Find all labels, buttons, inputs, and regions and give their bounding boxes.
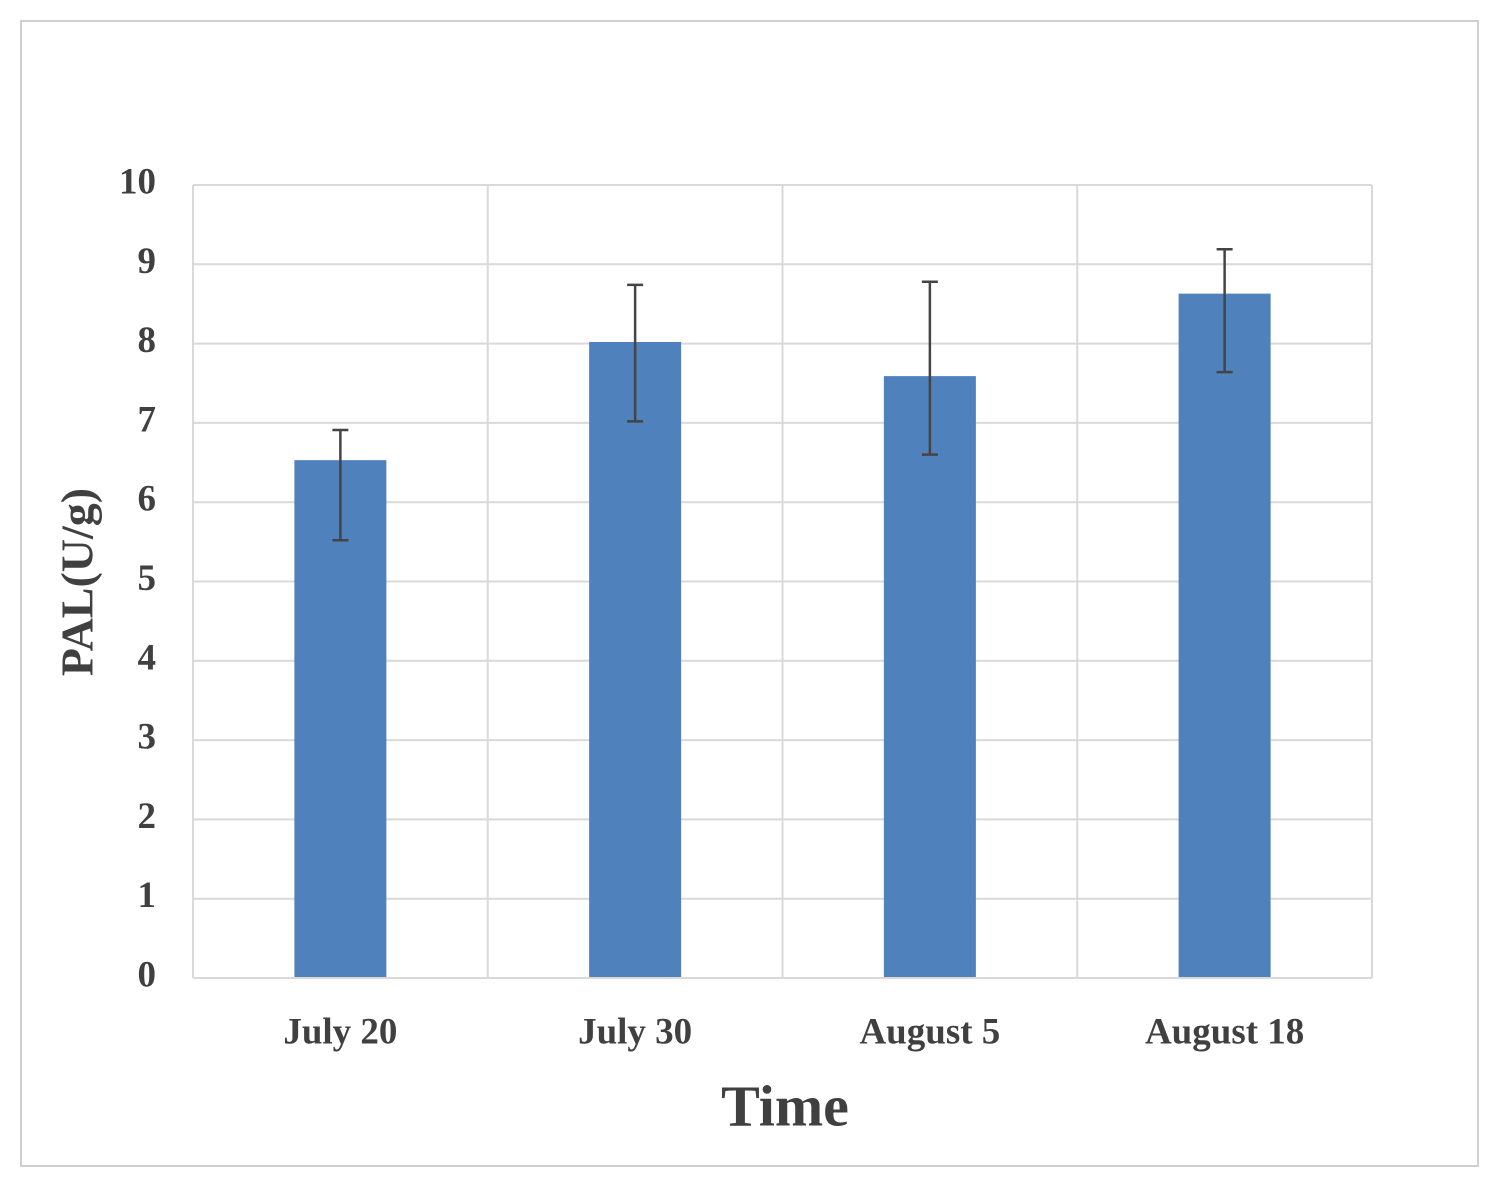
y-tick-label: 5 [138, 558, 157, 599]
x-tick-label: July 30 [578, 1011, 692, 1052]
y-tick-label: 4 [138, 637, 157, 678]
x-axis-title: Time [721, 1073, 849, 1138]
x-tick-label: August 18 [1145, 1011, 1304, 1052]
y-tick-label: 10 [119, 161, 156, 202]
x-tick-label: July 20 [283, 1011, 397, 1052]
y-tick-label: 7 [138, 399, 157, 440]
error-bar [332, 428, 349, 542]
error-bar [627, 283, 644, 423]
y-tick-label: 6 [138, 479, 157, 520]
y-tick-label: 0 [138, 954, 157, 995]
y-tick-label: 9 [138, 241, 157, 282]
bar [883, 376, 976, 978]
y-tick-label: 3 [138, 717, 157, 758]
bar [589, 342, 682, 978]
y-tick-label: 1 [138, 875, 157, 916]
bar [1178, 293, 1271, 978]
y-axis-title: PAL(U/g) [52, 488, 103, 676]
bar [294, 460, 387, 978]
error-bar [921, 280, 938, 456]
error-bar [1216, 247, 1233, 374]
y-tick-label: 2 [138, 796, 157, 837]
x-tick-label: August 5 [859, 1011, 1000, 1052]
y-tick-label: 8 [138, 320, 157, 361]
